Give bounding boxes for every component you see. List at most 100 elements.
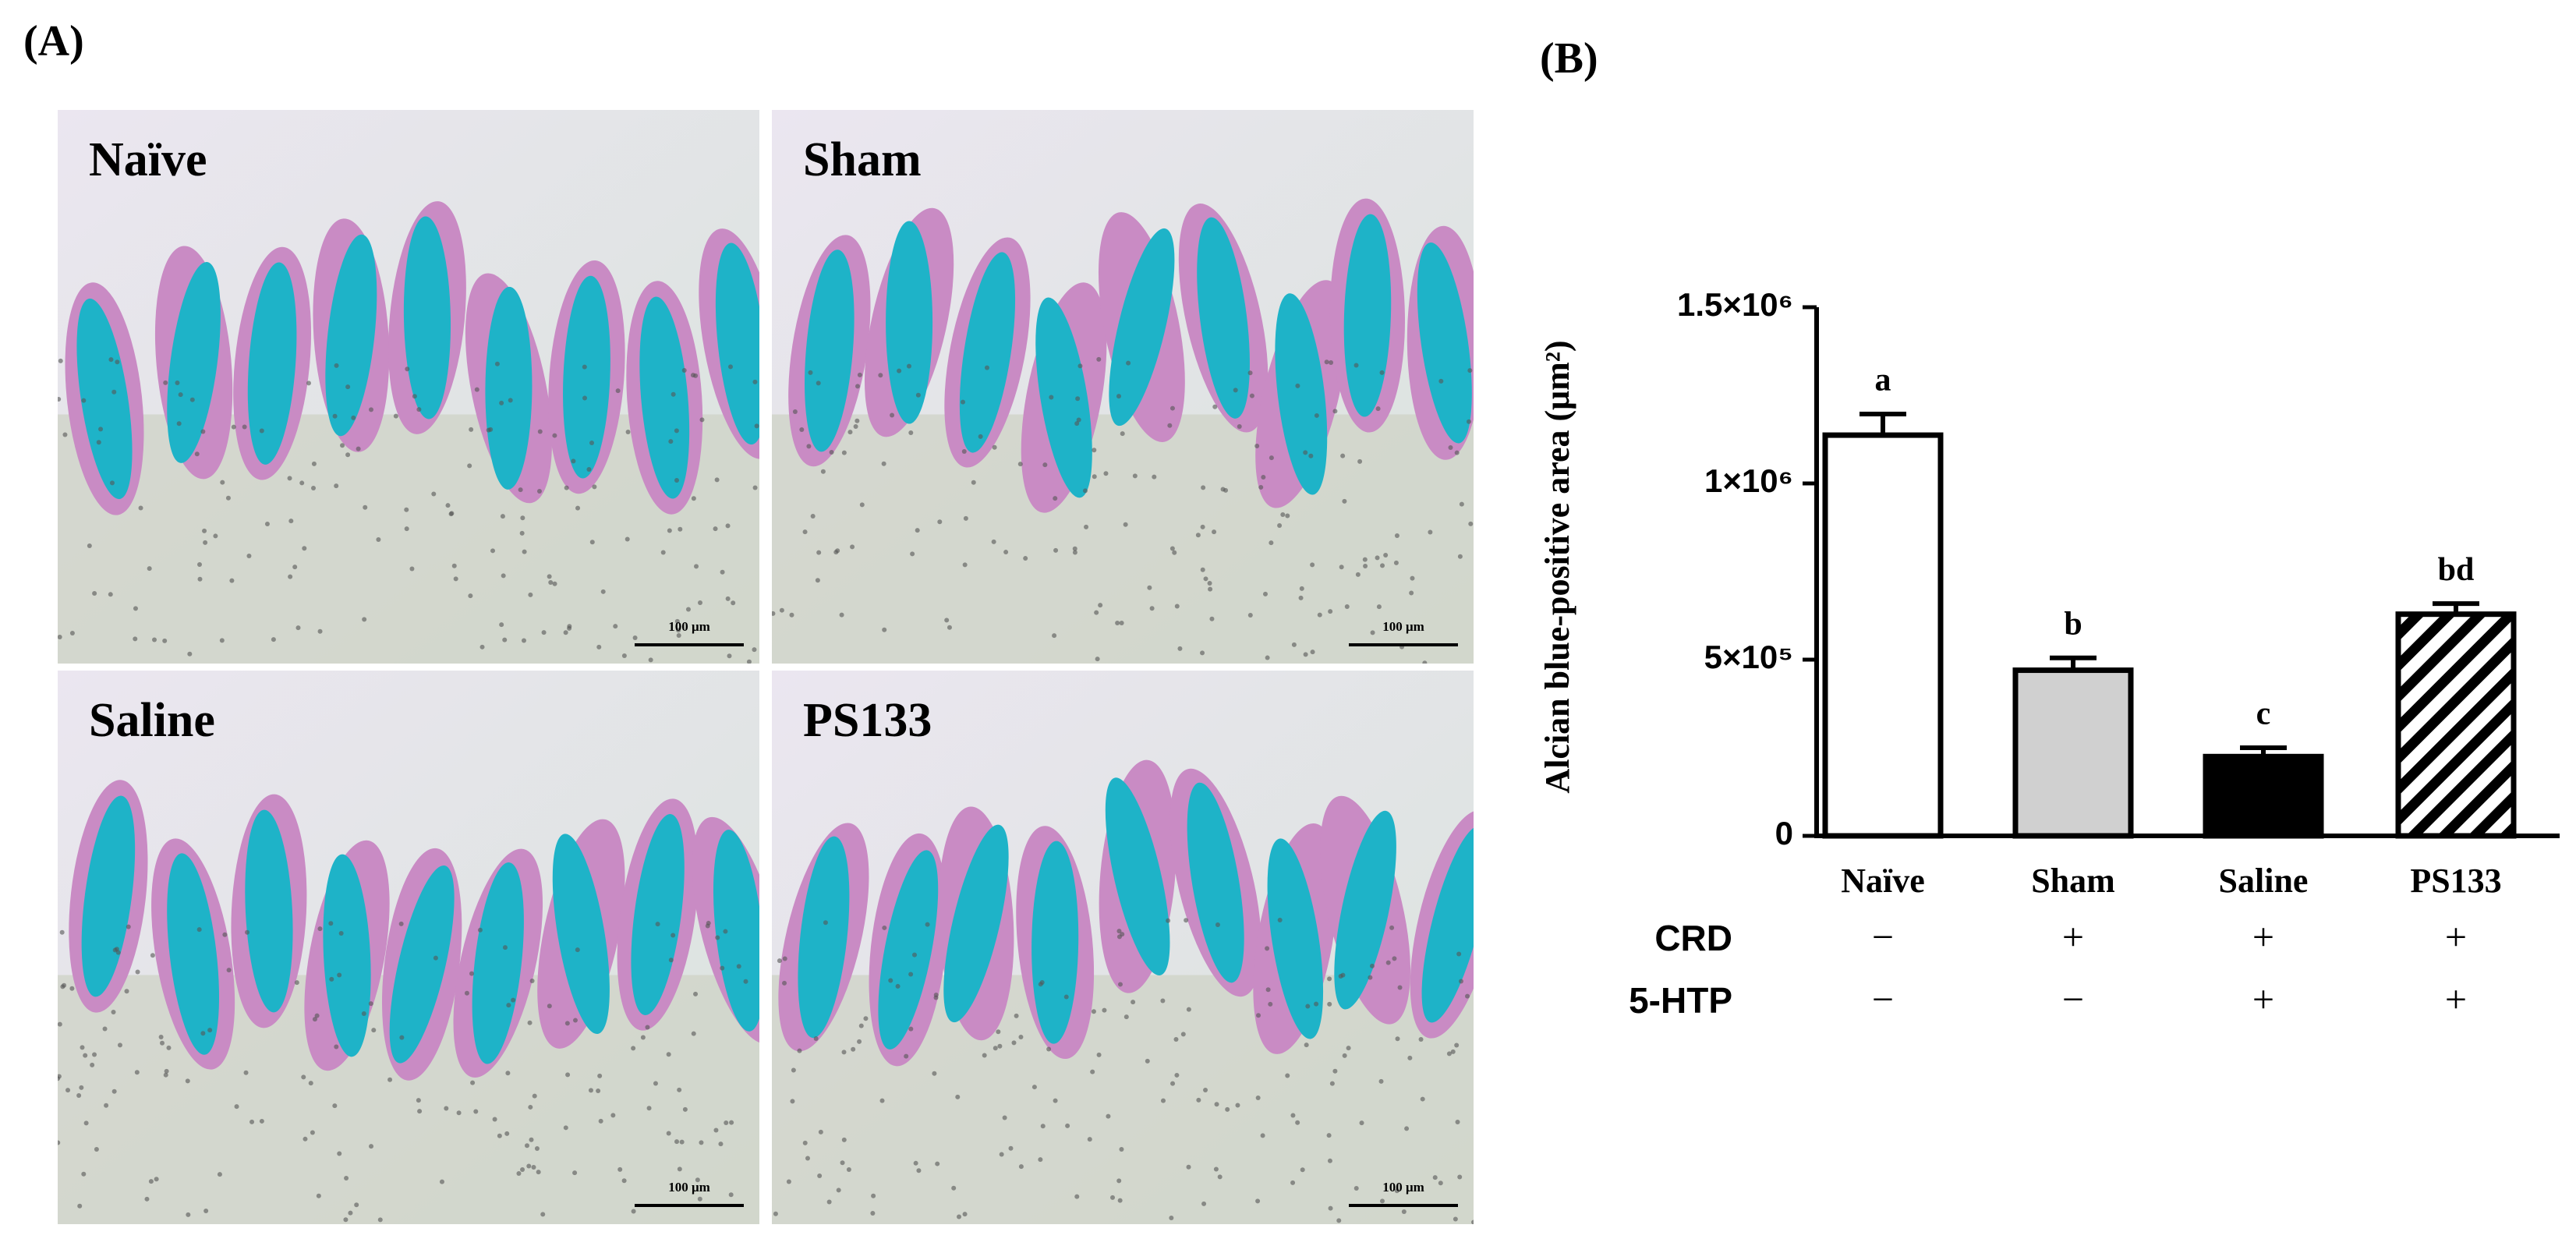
nucleus	[108, 592, 113, 597]
nucleus	[1261, 475, 1266, 480]
nucleus	[773, 1211, 778, 1216]
nucleus	[175, 380, 180, 385]
tissue	[772, 671, 1474, 1224]
nucleus	[1269, 540, 1274, 546]
nucleus	[1342, 1053, 1347, 1058]
nucleus	[377, 1217, 383, 1223]
nucleus	[621, 1178, 627, 1184]
goblet-cells	[81, 795, 136, 997]
goblet-cells	[389, 865, 455, 1064]
nucleus	[1065, 1123, 1070, 1128]
nucleus	[1394, 1188, 1399, 1194]
nucleus	[1247, 370, 1253, 376]
nucleus	[858, 1023, 864, 1028]
goblet-cells	[472, 862, 524, 1064]
nucleus	[362, 617, 367, 622]
nucleus	[1174, 1072, 1180, 1078]
nucleus	[816, 381, 821, 386]
nucleus	[1147, 585, 1152, 590]
nucleus	[962, 1212, 968, 1217]
nucleus	[1300, 1167, 1305, 1173]
nucleus	[823, 920, 828, 926]
nucleus	[160, 1040, 165, 1046]
nucleus	[727, 653, 732, 659]
nucleus	[213, 533, 218, 539]
nucleus	[1336, 1218, 1342, 1223]
micrograph: Saline 100 μm	[58, 671, 759, 1224]
nucleus	[1072, 550, 1077, 555]
nucleus	[1314, 1001, 1319, 1007]
nucleus	[720, 965, 725, 971]
nucleus	[1376, 604, 1382, 610]
nucleus	[115, 359, 120, 365]
nucleus	[343, 1217, 349, 1223]
nucleus	[1249, 393, 1254, 398]
nucleus	[646, 1106, 652, 1111]
nucleus	[797, 1048, 802, 1053]
nucleus	[782, 980, 787, 986]
nucleus	[705, 923, 710, 929]
nucleus	[529, 978, 535, 983]
nucleus	[847, 430, 853, 435]
bar	[2012, 667, 2134, 839]
nucleus	[104, 1103, 109, 1108]
nucleus	[826, 1199, 832, 1205]
nucleus	[81, 1171, 87, 1177]
nucleus	[497, 1133, 502, 1138]
nucleus	[1329, 1081, 1335, 1086]
nucleus	[1132, 473, 1138, 479]
nucleus	[671, 391, 676, 397]
nucleus	[154, 1177, 159, 1182]
nucleus	[1310, 562, 1315, 568]
nucleus	[474, 387, 479, 392]
nucleus	[1177, 646, 1183, 651]
micrograph: Sham 100 μm	[772, 110, 1474, 664]
nucleus	[690, 373, 695, 378]
nucleus	[1432, 1175, 1438, 1181]
nucleus	[1458, 979, 1463, 984]
nucleus	[1471, 1219, 1474, 1224]
nucleus	[944, 618, 950, 623]
nucleus	[679, 1139, 685, 1145]
nucleus	[368, 1001, 373, 1007]
nucleus	[469, 427, 474, 432]
nucleus	[1209, 616, 1215, 621]
treatment-mark: −	[1872, 977, 1894, 1021]
nucleus	[1410, 575, 1415, 581]
goblet-cells	[713, 830, 759, 1032]
nucleus	[299, 480, 305, 486]
nucleus	[575, 505, 581, 511]
nucleus	[1200, 650, 1205, 656]
nucleus	[1340, 453, 1346, 458]
nucleus	[541, 630, 547, 635]
nucleus	[529, 1137, 534, 1142]
nucleus	[731, 600, 736, 606]
image-label: Saline	[89, 694, 215, 747]
nucleus	[713, 1127, 719, 1133]
nucleus	[1457, 554, 1463, 559]
nucleus	[1053, 547, 1059, 553]
nucleus	[674, 478, 679, 483]
nucleus	[162, 638, 168, 643]
nucleus	[1332, 1068, 1338, 1074]
nucleus	[499, 400, 504, 405]
nucleus	[1173, 1036, 1179, 1042]
nucleus	[524, 1143, 529, 1149]
nucleus	[338, 930, 344, 936]
nucleus	[805, 1156, 810, 1161]
nucleus	[1039, 980, 1045, 986]
nucleus	[1018, 1164, 1024, 1170]
nucleus	[888, 978, 893, 983]
nucleus	[947, 625, 952, 630]
goblet-cells	[403, 216, 451, 419]
nucleus	[895, 983, 901, 989]
nucleus	[691, 1031, 696, 1036]
nucleus	[332, 413, 338, 419]
nucleus	[445, 503, 451, 508]
nucleus	[723, 929, 728, 934]
nucleus	[846, 1167, 851, 1173]
nucleus	[537, 429, 543, 434]
nucleus	[316, 1193, 321, 1198]
nucleus	[1003, 550, 1009, 555]
